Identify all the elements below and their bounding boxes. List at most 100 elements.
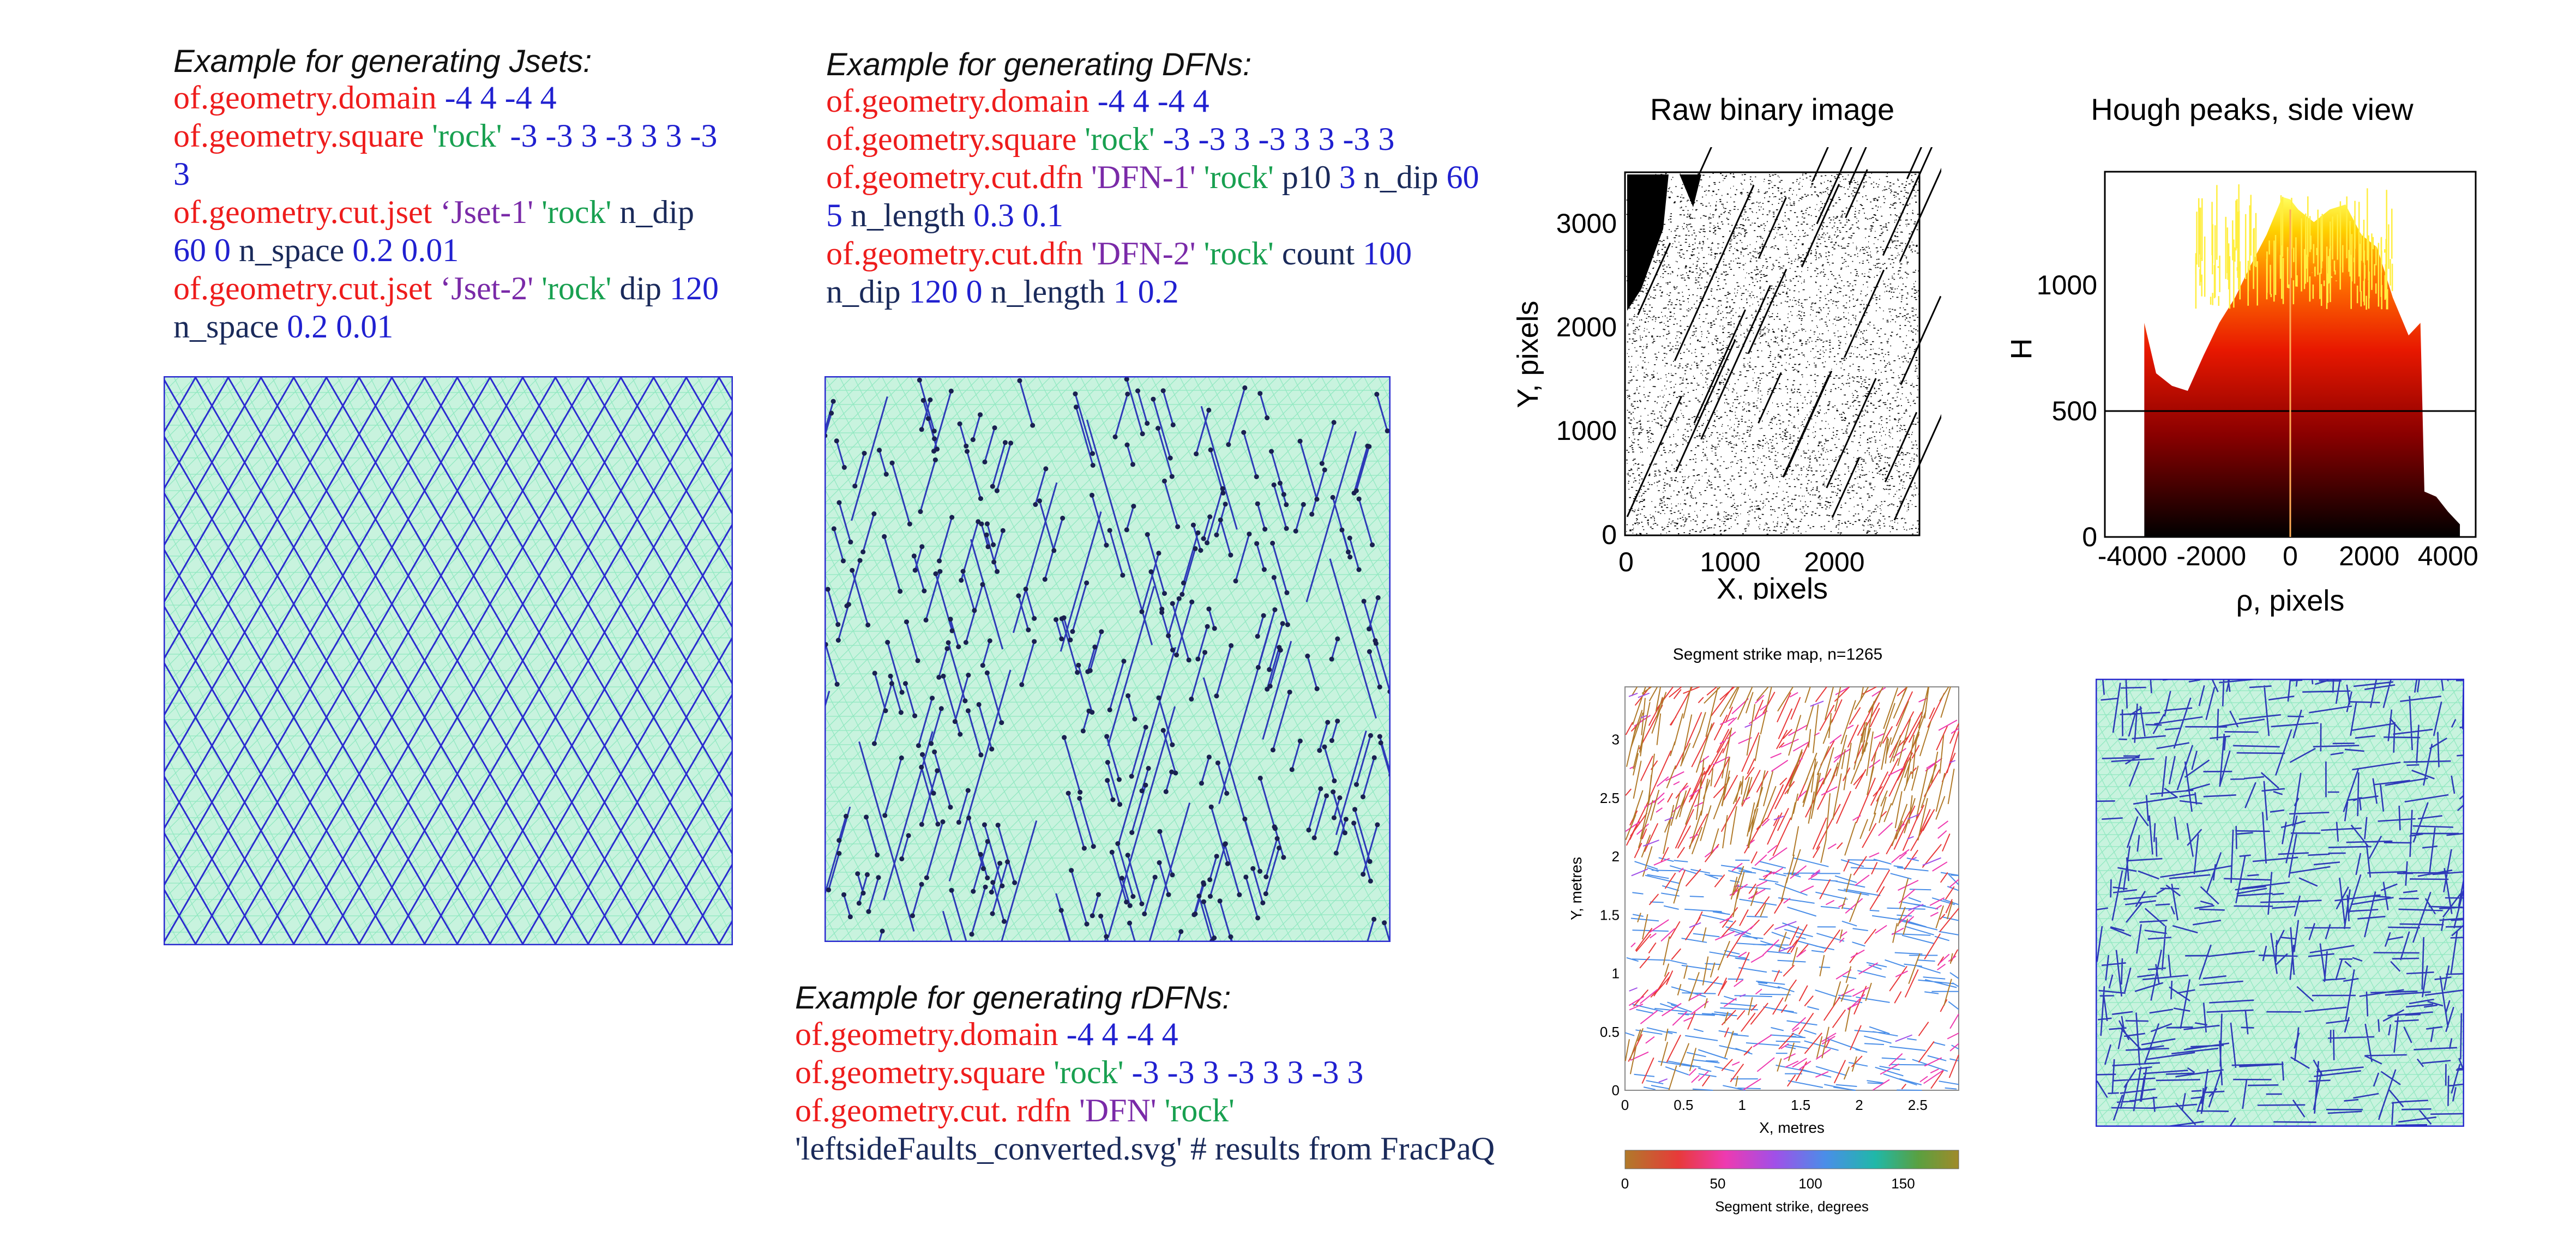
- hough-peak-spike-lines: [2195, 184, 2393, 310]
- jsets-line-3-wrap: 60 0 n_space 0.2 0.01: [173, 232, 459, 268]
- raw-ytick-3000: 3000: [1556, 208, 1617, 239]
- strike-colorbar: [1624, 1150, 1959, 1169]
- strike-ytick-label: 2.5: [1600, 790, 1620, 806]
- hough-peak-spikes: [2195, 184, 2393, 310]
- strike-xtick-label: 2: [1855, 1097, 1863, 1113]
- raw-image-frame: [1624, 171, 1921, 536]
- raw-image-xlabel: X, pixels: [1717, 572, 1828, 600]
- strike-xtick-label: 0: [1621, 1097, 1629, 1113]
- raw-image-y-axis: 0 1000 2000 3000: [1556, 208, 1617, 550]
- strike-map-ylabel: Y, metres: [1568, 857, 1585, 920]
- strike-map-plot: Segment strike map, n=1265 0 0.5 1 1.5 2 2.5 3…: [1568, 645, 1959, 1215]
- strike-segment-group: [1624, 686, 1955, 1091]
- dfns-line-3: of.geometry.cut.dfn 'DFN-1' 'rock' p10 3…: [826, 159, 1479, 195]
- strike-map-xlabel: X, metres: [1759, 1119, 1825, 1136]
- jsets-line-1: of.geometry.domain -4 4 -4 4: [173, 80, 557, 116]
- rdfns-line-1: of.geometry.domain -4 4 -4 4: [795, 1016, 1178, 1052]
- strike-colorbar-tick-label: 150: [1891, 1175, 1915, 1192]
- raw-image-ylabel: Y, pixels: [1512, 300, 1544, 408]
- hough-xtick-label: 2000: [2339, 541, 2399, 571]
- rdfn-mesh-figure: [2096, 679, 2464, 1127]
- strike-segment-group: [1628, 692, 1956, 1083]
- strike-colorbar-tick-label: 50: [1710, 1175, 1726, 1192]
- strike-map-x-axis: 0 0.5 1 1.5 2 2.5: [1621, 1097, 1928, 1113]
- jsets-caption: Example for generating Jsets:: [173, 44, 592, 79]
- raw-image-speckle: [1626, 173, 1920, 535]
- strike-ytick-label: 0: [1612, 1082, 1620, 1098]
- strike-ytick-label: 3: [1612, 732, 1620, 748]
- strike-colorbar-tick-label: 0: [1621, 1175, 1629, 1192]
- dfns-caption: Example for generating DFNs:: [826, 47, 1252, 82]
- strike-map-y-axis: 0 0.5 1 1.5 2 2.5 3: [1600, 732, 1620, 1098]
- hough-xtick-label: 0: [2283, 541, 2298, 571]
- raw-image-dark-region: [1627, 174, 1701, 311]
- rdfns-line-4: 'leftsideFaults_converted.svg' # results…: [795, 1131, 1495, 1167]
- strike-map-title: Segment strike map, n=1265: [1673, 645, 1882, 663]
- hough-xtick-label: 4000: [2418, 541, 2478, 571]
- dfns-code-block: Example for generating DFNs: of.geometry…: [826, 48, 1562, 311]
- jsets-line-4: of.geometry.cut.jset ‘Jset-2' 'rock' dip…: [173, 270, 719, 306]
- raw-xtick-0: 0: [1618, 547, 1634, 577]
- raw-ytick-1000: 1000: [1556, 415, 1617, 446]
- dfns-line-2: of.geometry.square 'rock' -3 -3 3 -3 3 3…: [826, 121, 1395, 157]
- strike-ytick-label: 1: [1612, 965, 1620, 982]
- rdfns-line-3: of.geometry.cut. rdfn 'DFN' 'rock': [795, 1092, 1235, 1128]
- strike-colorbar-label: Segment strike, degrees: [1715, 1198, 1869, 1215]
- dfn-mesh-figure: [824, 376, 1391, 942]
- raw-ytick-2000: 2000: [1556, 312, 1617, 342]
- mesh-edges: [164, 376, 733, 945]
- hough-ylabel: H: [2005, 339, 2038, 360]
- hough-ytick-label: 500: [2052, 396, 2097, 426]
- strike-xtick-label: 1.5: [1791, 1097, 1810, 1113]
- rdfn-domain-border: [2096, 679, 2464, 1127]
- raw-image-fractures: [1626, 147, 1941, 535]
- mesh-edges: [824, 376, 1391, 942]
- strike-map-frame: [1624, 686, 1959, 1091]
- jsets-code-block: Example for generating Jsets: of.geometr…: [173, 45, 773, 346]
- raw-binary-image-plot: 0 1000 2000 3000 0 1000 2000 X, pixels Y…: [1512, 147, 1941, 600]
- dfns-line-3-wrap: 5 n_length 0.3 0.1: [826, 197, 1063, 233]
- strike-map-segments: [1624, 686, 1959, 1091]
- jset-mesh-triangulation: [164, 376, 733, 945]
- jsets-line-3: of.geometry.cut.jset ‘Jset-1' 'rock' n_d…: [173, 194, 694, 230]
- raw-image-title: Raw binary image: [1650, 92, 1895, 126]
- rdfns-code-block: Example for generating rDFNs: of.geometr…: [795, 981, 1613, 1168]
- rdfns-line-2: of.geometry.square 'rock' -3 -3 3 -3 3 3…: [795, 1054, 1364, 1090]
- strike-colorbar-ticks: 0 50 100 150: [1621, 1175, 1915, 1192]
- raw-xtick-2000: 2000: [1804, 547, 1864, 577]
- jsets-line-4-wrap: n_space 0.2 0.01: [173, 309, 394, 345]
- hough-peaks-plot: 0 500 1000 -4000 -2000 0 2000 4000 ρ, pixels H: [2005, 171, 2478, 617]
- raw-image-fracture-traces: [1627, 147, 1941, 520]
- dfn-fracture-endpoints: [824, 377, 1391, 942]
- rdfns-caption: Example for generating rDFNs:: [795, 980, 1231, 1016]
- strike-colorbar-tick-label: 100: [1798, 1175, 1822, 1192]
- strike-ytick-label: 2: [1612, 848, 1620, 865]
- raw-ytick-0: 0: [1602, 520, 1617, 550]
- jset-mesh-figure: [164, 376, 733, 945]
- jset-domain-border: [164, 376, 733, 945]
- strike-xtick-label: 0.5: [1674, 1097, 1693, 1113]
- strike-segment-group: [1625, 687, 1959, 1091]
- dfn-domain-border: [824, 376, 1391, 942]
- raw-xtick-1000: 1000: [1700, 547, 1760, 577]
- strike-xtick-label: 1: [1738, 1097, 1746, 1113]
- jset-joint-lines: [164, 376, 733, 945]
- hough-xtick-label: -2000: [2176, 541, 2246, 571]
- dfns-line-4-wrap: n_dip 120 0 n_length 1 0.2: [826, 274, 1179, 310]
- jsets-line-2: of.geometry.square 'rock' -3 -3 3 -3 3 3…: [173, 118, 718, 154]
- hough-y-axis: 0 500 1000: [2037, 270, 2097, 552]
- jsets-line-2-wrap: 3: [173, 156, 190, 192]
- strike-xtick-label: 2.5: [1908, 1097, 1928, 1113]
- dfns-line-4: of.geometry.cut.dfn 'DFN-2' 'rock' count…: [826, 235, 1412, 271]
- strike-ytick-label: 0.5: [1600, 1024, 1620, 1040]
- hough-x-axis: -4000 -2000 0 2000 4000: [2098, 541, 2478, 571]
- dfn-mesh-triangulation: [824, 376, 1391, 942]
- hough-ytick-label: 0: [2082, 522, 2097, 552]
- rdfn-fracture-segments: [2096, 679, 2464, 1127]
- dfns-line-1: of.geometry.domain -4 4 -4 4: [826, 83, 1209, 119]
- hough-xlabel: ρ, pixels: [2236, 584, 2345, 617]
- hough-title: Hough peaks, side view: [2091, 92, 2414, 126]
- joint-set-2-lines: [164, 376, 733, 945]
- dfn-fracture-lines: [824, 377, 1391, 942]
- strike-ytick-label: 1.5: [1600, 907, 1620, 923]
